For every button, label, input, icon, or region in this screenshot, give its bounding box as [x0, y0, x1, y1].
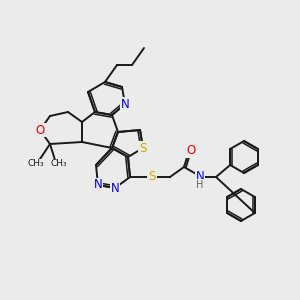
- Text: N: N: [94, 178, 102, 191]
- Text: S: S: [148, 170, 156, 184]
- Text: CH₃: CH₃: [51, 160, 67, 169]
- Text: H: H: [196, 180, 204, 190]
- Text: O: O: [35, 124, 45, 136]
- Text: CH₃: CH₃: [28, 160, 44, 169]
- Text: N: N: [121, 98, 129, 110]
- Text: N: N: [111, 182, 119, 194]
- Text: N: N: [196, 170, 204, 184]
- Text: O: O: [186, 145, 196, 158]
- Text: S: S: [139, 142, 147, 154]
